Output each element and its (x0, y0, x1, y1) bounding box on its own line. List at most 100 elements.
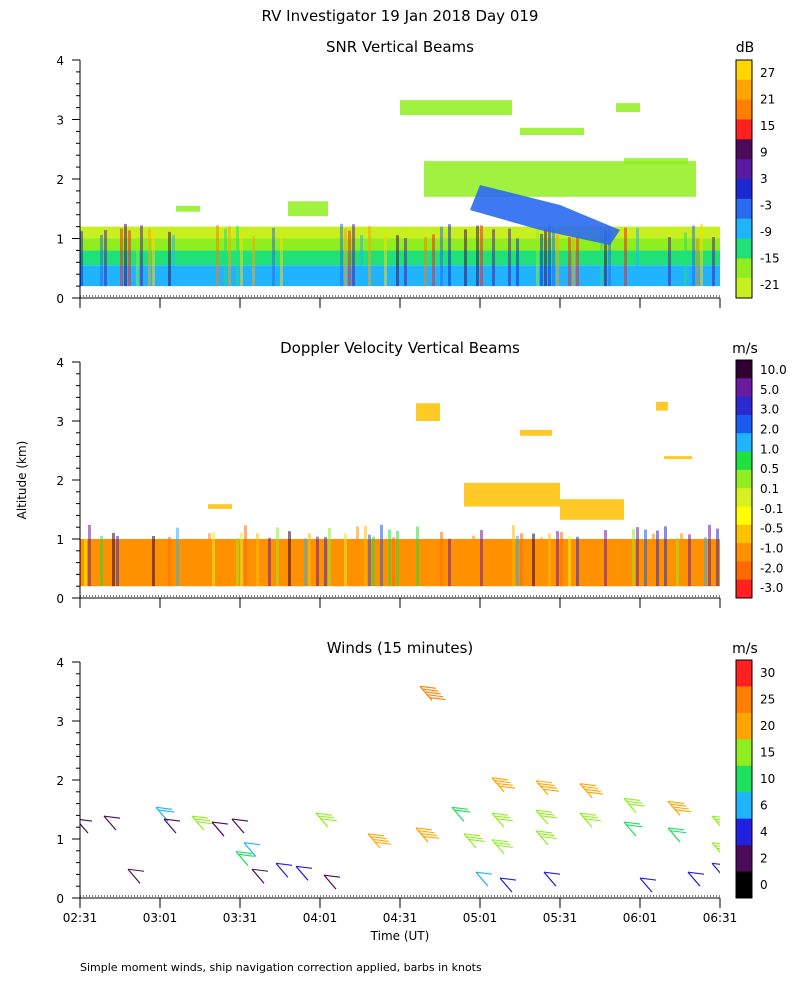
colorbar-label: 20 (760, 719, 775, 733)
wind-barb (231, 818, 249, 834)
heatmap-texture (704, 537, 707, 587)
heatmap-texture (224, 228, 227, 287)
wind-barb (667, 827, 687, 843)
heatmap-texture (276, 527, 279, 587)
heatmap-texture (396, 235, 399, 287)
colorbar-swatch (736, 561, 752, 581)
barb-staff (535, 809, 549, 825)
barb-feather (370, 836, 387, 840)
heatmap-texture (140, 225, 143, 287)
heatmap-patch (208, 504, 232, 509)
wind-barb (579, 783, 604, 799)
heatmap-texture (88, 524, 91, 587)
colorbar-1-unit: dB (736, 40, 755, 56)
heatmap-texture (364, 525, 367, 587)
wind-barb (667, 800, 692, 816)
heatmap-texture (604, 231, 607, 287)
heatmap-texture (536, 230, 539, 287)
wind-barb (491, 839, 513, 855)
x-axis-label: Time (UT) (370, 929, 430, 943)
heatmap-texture (448, 224, 451, 287)
heatmap-texture (668, 237, 671, 287)
barb-feather (295, 865, 313, 869)
colorbar-label: -3 (760, 198, 772, 212)
barb-feather (538, 783, 555, 787)
heatmap-texture (600, 231, 603, 287)
barb-feather (420, 833, 437, 837)
colorbar-swatch (736, 360, 752, 379)
colorbar-swatch (736, 543, 752, 562)
heatmap-texture (360, 235, 363, 287)
heatmap-texture (208, 533, 211, 587)
heatmap-texture (576, 536, 579, 587)
colorbar-label: 3.0 (760, 403, 779, 417)
heatmap-texture (216, 225, 219, 287)
wind-barb (711, 862, 720, 874)
barb-staff (103, 815, 117, 831)
heatmap-band (80, 226, 720, 239)
x-tick-label: 05:01 (463, 911, 498, 925)
colorbar-swatch (736, 179, 752, 200)
wind-barb (475, 871, 493, 887)
heatmap-texture (464, 229, 467, 287)
barb-feather (714, 844, 720, 847)
barb-feather (191, 815, 209, 819)
y-tick-label: 2 (56, 173, 64, 187)
heatmap-texture (540, 233, 543, 287)
heatmap-patch (624, 158, 688, 165)
barb-staff (211, 821, 225, 837)
colorbar-label: 6 (760, 798, 768, 812)
wind-barb (579, 812, 601, 828)
y-tick-label: 4 (56, 356, 64, 370)
heatmap-texture (480, 225, 483, 287)
wind-barb (211, 821, 229, 837)
colorbar-swatch (736, 579, 752, 599)
barb-staff (275, 862, 289, 878)
heatmap-texture (696, 238, 699, 287)
x-tick-label: 03:01 (143, 911, 178, 925)
heatmap-texture (124, 223, 127, 287)
barb-feather (451, 806, 469, 810)
y-tick-label: 0 (56, 292, 64, 306)
panel-3: 0 1 2 3 4 02:31 03:01 03:31 04:01 04:31 05:01 05:31… (56, 656, 775, 925)
heatmap-patch (176, 205, 200, 212)
barb-staff (667, 801, 681, 816)
barb-staff (491, 777, 505, 793)
heatmap-texture (268, 537, 271, 587)
heatmap-texture (624, 227, 627, 287)
barb-feather (367, 833, 385, 837)
x-tick-label: 04:31 (383, 911, 418, 925)
barb-staff (251, 868, 265, 884)
barb-staff (711, 815, 720, 827)
heatmap-texture (440, 226, 443, 287)
barb-feather (584, 788, 601, 792)
heatmap-texture (168, 231, 171, 287)
wind-barb (499, 877, 517, 893)
colorbar-swatch (736, 159, 752, 180)
colorbar-swatch (736, 433, 752, 453)
barb-feather (687, 871, 705, 875)
colorbar-label: 15 (760, 746, 775, 760)
barb-feather (127, 868, 145, 872)
heatmap-texture (236, 226, 239, 287)
x-tick-label: 05:31 (543, 911, 578, 925)
heatmap-texture (84, 538, 87, 587)
x-tick-label: 03:31 (223, 911, 258, 925)
barb-feather (463, 833, 481, 837)
barb-feather (499, 785, 516, 789)
barb-feather (579, 783, 597, 787)
heatmap-texture (148, 228, 151, 287)
colorbar-swatch (736, 139, 752, 160)
heatmap-patch (656, 401, 668, 411)
heatmap-texture (560, 531, 563, 587)
heatmap-texture (380, 524, 383, 587)
barb-feather (475, 871, 493, 875)
y-tick-label: 2 (56, 774, 64, 788)
barb-feather (422, 688, 439, 692)
barb-feather (275, 862, 293, 866)
colorbar-swatch (736, 524, 752, 544)
barb-feather (667, 800, 685, 804)
barb-feather (543, 871, 561, 875)
heatmap-texture (348, 230, 351, 287)
colorbar-swatch (736, 218, 752, 239)
